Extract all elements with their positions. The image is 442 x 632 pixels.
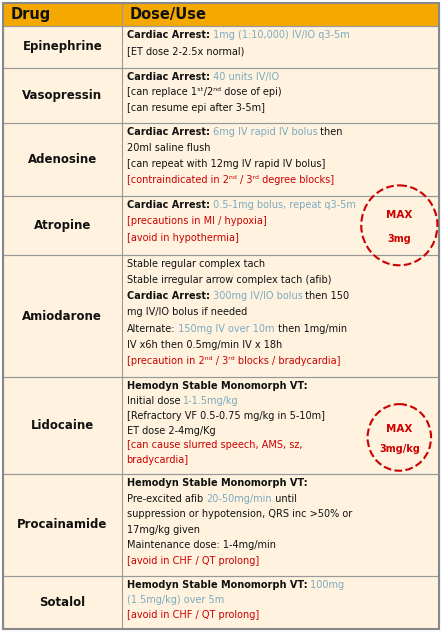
- Text: then 1mg/min: then 1mg/min: [274, 324, 347, 334]
- Text: Cardiac Arrest:: Cardiac Arrest:: [126, 30, 210, 40]
- Bar: [3, 196, 439, 255]
- Text: [avoid in hypothermia]: [avoid in hypothermia]: [126, 233, 239, 243]
- Text: mg IV/IO bolus if needed: mg IV/IO bolus if needed: [126, 308, 247, 317]
- Text: 3mg: 3mg: [388, 234, 411, 245]
- Text: 0.5-1mg bolus, repeat q3-5m: 0.5-1mg bolus, repeat q3-5m: [210, 200, 355, 210]
- Text: Alternate:: Alternate:: [126, 324, 175, 334]
- Text: bradycardia]: bradycardia]: [126, 455, 189, 465]
- Text: Amiodarone: Amiodarone: [23, 310, 102, 322]
- Bar: [3, 26, 439, 68]
- Text: Drug: Drug: [11, 7, 51, 22]
- Text: 20-50mg/min: 20-50mg/min: [206, 494, 271, 504]
- Text: 300mg IV/IO bolus: 300mg IV/IO bolus: [210, 291, 302, 301]
- Text: Cardiac Arrest:: Cardiac Arrest:: [126, 200, 210, 210]
- Bar: [3, 255, 439, 377]
- Text: Cardiac Arrest:: Cardiac Arrest:: [126, 72, 210, 82]
- Text: 100mg: 100mg: [307, 580, 344, 590]
- Text: 40 units IV/IO: 40 units IV/IO: [210, 72, 279, 82]
- Text: [ET dose 2-2.5x normal): [ET dose 2-2.5x normal): [126, 46, 244, 56]
- Text: (1.5mg/kg) over 5m: (1.5mg/kg) over 5m: [126, 595, 224, 605]
- Bar: [3, 68, 439, 123]
- Text: 150mg IV over 10m: 150mg IV over 10m: [175, 324, 274, 334]
- Text: Hemodyn Stable Monomorph VT:: Hemodyn Stable Monomorph VT:: [126, 478, 307, 489]
- Text: Sotalol: Sotalol: [39, 596, 85, 609]
- Bar: [3, 26, 439, 68]
- Text: [avoid in CHF / QT prolong]: [avoid in CHF / QT prolong]: [126, 556, 259, 566]
- Text: 3mg/kg: 3mg/kg: [379, 444, 420, 454]
- Text: 17mg/kg given: 17mg/kg given: [126, 525, 200, 535]
- Text: MAX: MAX: [386, 424, 412, 434]
- Text: Stable irregular arrow complex tach (afib): Stable irregular arrow complex tach (afi…: [126, 275, 331, 285]
- Text: [contraindicated in 2ⁿᵈ / 3ʳᵈ degree blocks]: [contraindicated in 2ⁿᵈ / 3ʳᵈ degree blo…: [126, 175, 334, 185]
- Text: then 150: then 150: [302, 291, 350, 301]
- Text: then: then: [317, 127, 343, 137]
- Text: [can repeat with 12mg IV rapid IV bolus]: [can repeat with 12mg IV rapid IV bolus]: [126, 159, 325, 169]
- Text: 6mg IV rapid IV bolus: 6mg IV rapid IV bolus: [210, 127, 317, 137]
- Text: [can cause slurred speech, AMS, sz,: [can cause slurred speech, AMS, sz,: [126, 441, 302, 451]
- Text: [can replace 1ˢᵗ/2ⁿᵈ dose of epi): [can replace 1ˢᵗ/2ⁿᵈ dose of epi): [126, 87, 281, 97]
- Text: [precaution in 2ⁿᵈ / 3ʳᵈ blocks / bradycardia]: [precaution in 2ⁿᵈ / 3ʳᵈ blocks / bradyc…: [126, 356, 340, 366]
- Text: Vasopressin: Vasopressin: [22, 89, 103, 102]
- Text: Maintenance dose: 1-4mg/min: Maintenance dose: 1-4mg/min: [126, 540, 276, 550]
- Text: [precautions in MI / hypoxia]: [precautions in MI / hypoxia]: [126, 217, 267, 226]
- Bar: [3, 255, 439, 377]
- Text: [Refractory VF 0.5-0.75 mg/kg in 5-10m]: [Refractory VF 0.5-0.75 mg/kg in 5-10m]: [126, 411, 324, 421]
- Text: until: until: [271, 494, 297, 504]
- Text: Cardiac Arrest:: Cardiac Arrest:: [126, 291, 210, 301]
- Bar: [3, 3, 439, 26]
- Text: IV x6h then 0.5mg/min IV x 18h: IV x6h then 0.5mg/min IV x 18h: [126, 340, 282, 350]
- Text: Hemodyn Stable Monomorph VT:: Hemodyn Stable Monomorph VT:: [126, 580, 307, 590]
- Text: [avoid in CHF / QT prolong]: [avoid in CHF / QT prolong]: [126, 609, 259, 619]
- Bar: [3, 475, 439, 576]
- Bar: [3, 377, 439, 475]
- Text: Procainamide: Procainamide: [17, 518, 107, 532]
- Text: Pre-excited afib: Pre-excited afib: [126, 494, 206, 504]
- Bar: [3, 68, 439, 123]
- Bar: [3, 377, 439, 475]
- Bar: [3, 123, 439, 196]
- Bar: [3, 196, 439, 255]
- Text: Adenosine: Adenosine: [28, 153, 97, 166]
- Text: Epinephrine: Epinephrine: [23, 40, 102, 53]
- Bar: [3, 576, 439, 629]
- Text: Initial dose: Initial dose: [126, 396, 183, 406]
- Text: 1mg (1:10,000) IV/IO q3-5m: 1mg (1:10,000) IV/IO q3-5m: [210, 30, 349, 40]
- Text: suppression or hypotension, QRS inc >50% or: suppression or hypotension, QRS inc >50%…: [126, 509, 352, 520]
- Bar: [3, 123, 439, 196]
- Text: Lidocaine: Lidocaine: [30, 419, 94, 432]
- Text: 1-1.5mg/kg: 1-1.5mg/kg: [183, 396, 239, 406]
- Text: [can resume epi after 3-5m]: [can resume epi after 3-5m]: [126, 103, 265, 113]
- Bar: [3, 3, 439, 26]
- Text: Hemodyn Stable Monomorph VT:: Hemodyn Stable Monomorph VT:: [126, 381, 307, 391]
- Text: Stable regular complex tach: Stable regular complex tach: [126, 259, 265, 269]
- Text: 20ml saline flush: 20ml saline flush: [126, 143, 210, 153]
- Text: Dose/Use: Dose/Use: [130, 7, 206, 22]
- Text: ET dose 2-4mg/Kg: ET dose 2-4mg/Kg: [126, 425, 215, 435]
- Text: MAX: MAX: [386, 210, 412, 221]
- Bar: [3, 475, 439, 576]
- Text: Cardiac Arrest:: Cardiac Arrest:: [126, 127, 210, 137]
- Text: Atropine: Atropine: [34, 219, 91, 232]
- Bar: [3, 576, 439, 629]
